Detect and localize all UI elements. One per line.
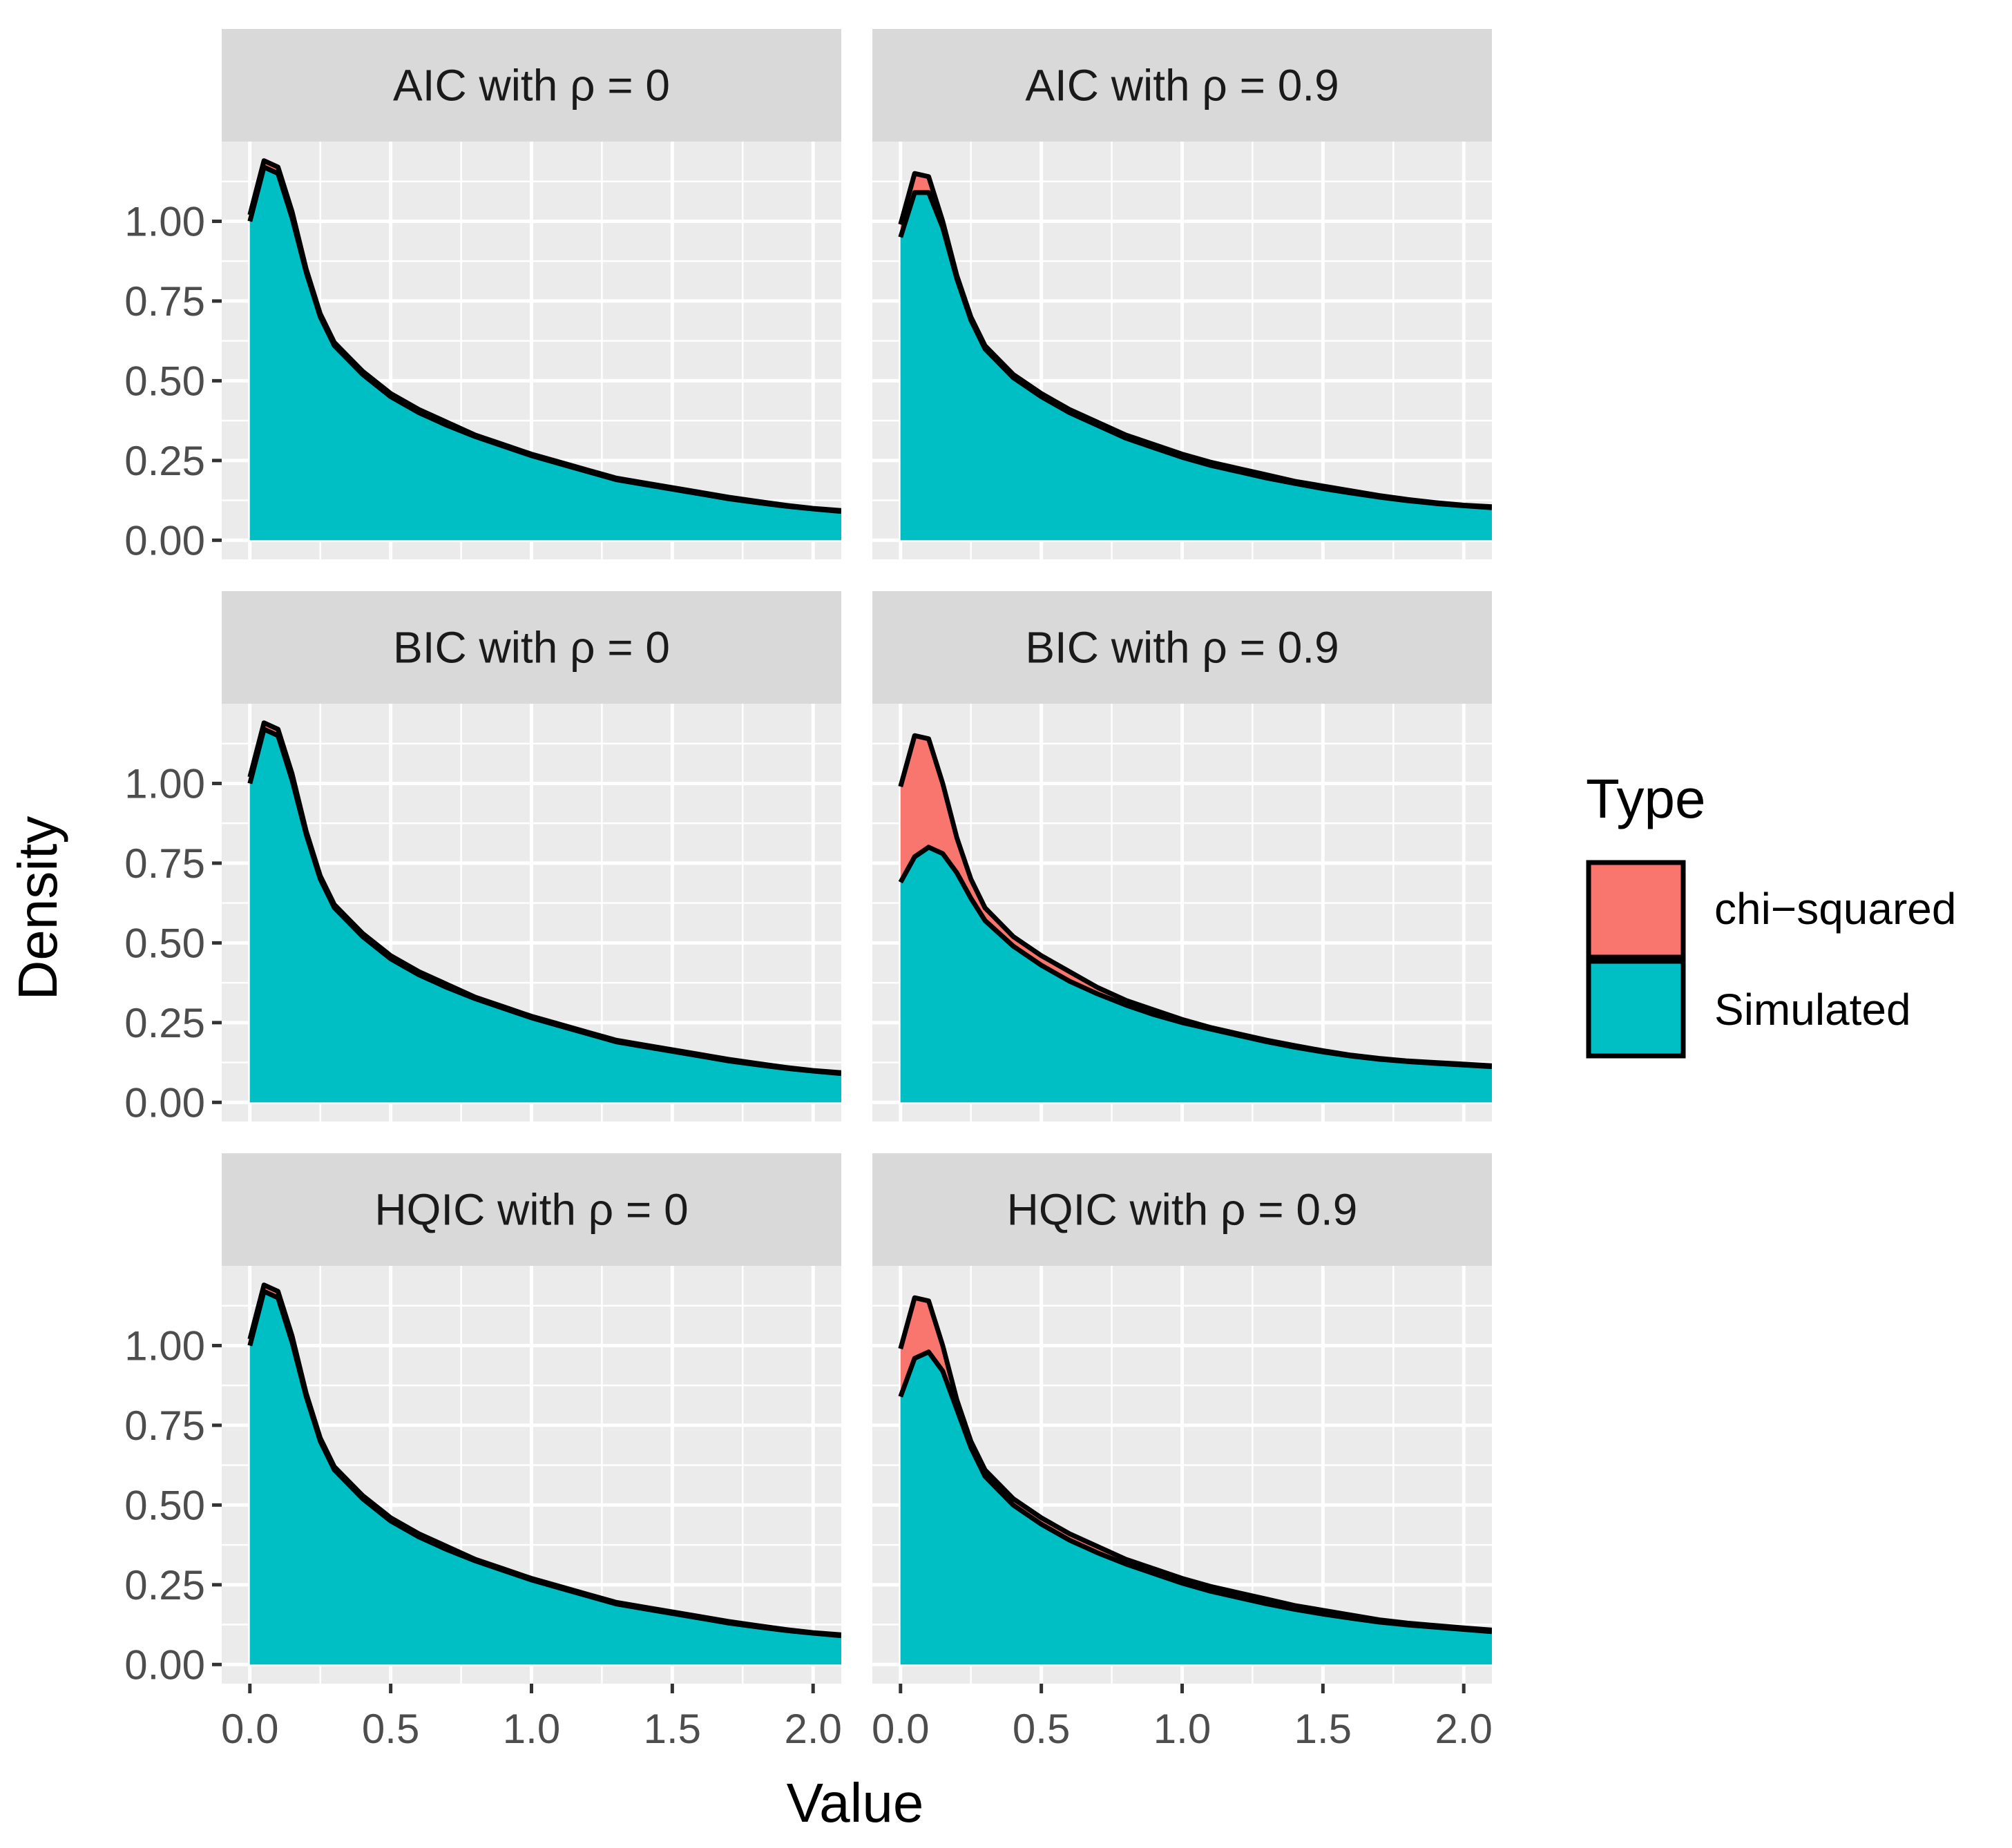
density-areas (247, 158, 841, 541)
facet-strip-title: AIC with ρ = 0 (393, 61, 670, 110)
facet-strip (872, 591, 1492, 704)
x-axis-title: Value (787, 1772, 924, 1833)
y-tick-label: 0.00 (124, 517, 205, 564)
legend: Type chi−squared Simulated (1586, 768, 1956, 1059)
y-tick-label: 0.50 (124, 358, 205, 404)
facet-strip-title: AIC with ρ = 0.9 (1025, 61, 1339, 110)
y-tick-label: 0.25 (124, 1562, 205, 1608)
facet-strip (872, 29, 1492, 142)
density-line-simulated (898, 845, 1492, 1070)
density-area-simulated (900, 1351, 1492, 1665)
x-tick-label: 2.0 (785, 1706, 842, 1752)
facet-strip-title: HQIC with ρ = 0.9 (1007, 1185, 1358, 1235)
facet-strip-title: HQIC with ρ = 0 (374, 1185, 688, 1235)
facet-panel: HQIC with ρ = 0 0.00 0.25 0.50 0.75 1.00 0.0 0.… (124, 1153, 842, 1752)
y-axis-title: Density (7, 816, 68, 1001)
y-tick-label: 0.25 (124, 438, 205, 484)
facet-panel: BIC with ρ = 0 0.00 0.25 0.50 0.75 1.00 (124, 591, 841, 1126)
y-tick-label: 0.75 (124, 1403, 205, 1449)
x-tick-label: 0.5 (1013, 1706, 1070, 1752)
density-areas (898, 171, 1492, 541)
density-line-simulated (247, 726, 841, 1077)
y-tick-label: 0.00 (124, 1642, 205, 1688)
facet-strip-title: BIC with ρ = 0.9 (1025, 623, 1339, 673)
density-area-simulated (900, 847, 1492, 1103)
y-tick-label: 0.75 (124, 840, 205, 887)
y-tick-label: 1.00 (124, 760, 205, 807)
density-area-simulated (249, 166, 841, 541)
legend-label-simulated: Simulated (1714, 985, 1911, 1034)
facet-panel: BIC with ρ = 0.9 (872, 591, 1492, 1122)
x-tick-label: 2.0 (1435, 1706, 1493, 1752)
y-tick-label: 0.50 (124, 920, 205, 966)
x-tick-label: 1.5 (644, 1706, 701, 1752)
y-tick-label: 0.25 (124, 1000, 205, 1046)
facet-panel: AIC with ρ = 0.9 (872, 29, 1492, 559)
y-tick-label: 0.75 (124, 278, 205, 325)
facet-panel: HQIC with ρ = 0.9 0.0 0.5 1.0 1.5 2.0 (872, 1153, 1493, 1752)
x-tick-label: 0.0 (221, 1706, 278, 1752)
density-area-simulated (249, 1291, 841, 1665)
facet-strip (872, 1153, 1492, 1266)
facet-strip (222, 591, 841, 704)
density-area-simulated (900, 192, 1492, 541)
density-line-simulated (898, 1349, 1492, 1635)
facet-strip-title: BIC with ρ = 0 (393, 623, 670, 673)
legend-label-chi-squared: chi−squared (1714, 884, 1956, 934)
x-tick-label: 0.0 (872, 1706, 929, 1752)
density-line-simulated (247, 1289, 841, 1639)
facet-strip (222, 1153, 841, 1266)
x-tick-label: 1.0 (1153, 1706, 1211, 1752)
y-tick-label: 1.00 (124, 1322, 205, 1369)
legend-key-chi-squared (1586, 860, 1686, 960)
density-area-simulated (249, 729, 841, 1103)
density-areas (898, 1295, 1492, 1665)
density-line-simulated (898, 190, 1492, 510)
density-areas (247, 720, 841, 1103)
x-tick-label: 0.5 (362, 1706, 419, 1752)
x-tick-label: 1.0 (503, 1706, 560, 1752)
legend-title: Type (1586, 768, 1705, 829)
y-tick-label: 0.00 (124, 1079, 205, 1126)
density-areas (898, 733, 1492, 1103)
facet-strip (222, 29, 841, 142)
density-line-simulated (247, 164, 841, 514)
y-tick-label: 1.00 (124, 198, 205, 244)
facet-panel: AIC with ρ = 0 0.00 0.25 0.50 0.75 1.00 (124, 29, 841, 564)
density-areas (247, 1282, 841, 1665)
legend-key-simulated (1586, 959, 1686, 1059)
x-tick-label: 1.5 (1294, 1706, 1352, 1752)
y-tick-label: 0.50 (124, 1482, 205, 1528)
